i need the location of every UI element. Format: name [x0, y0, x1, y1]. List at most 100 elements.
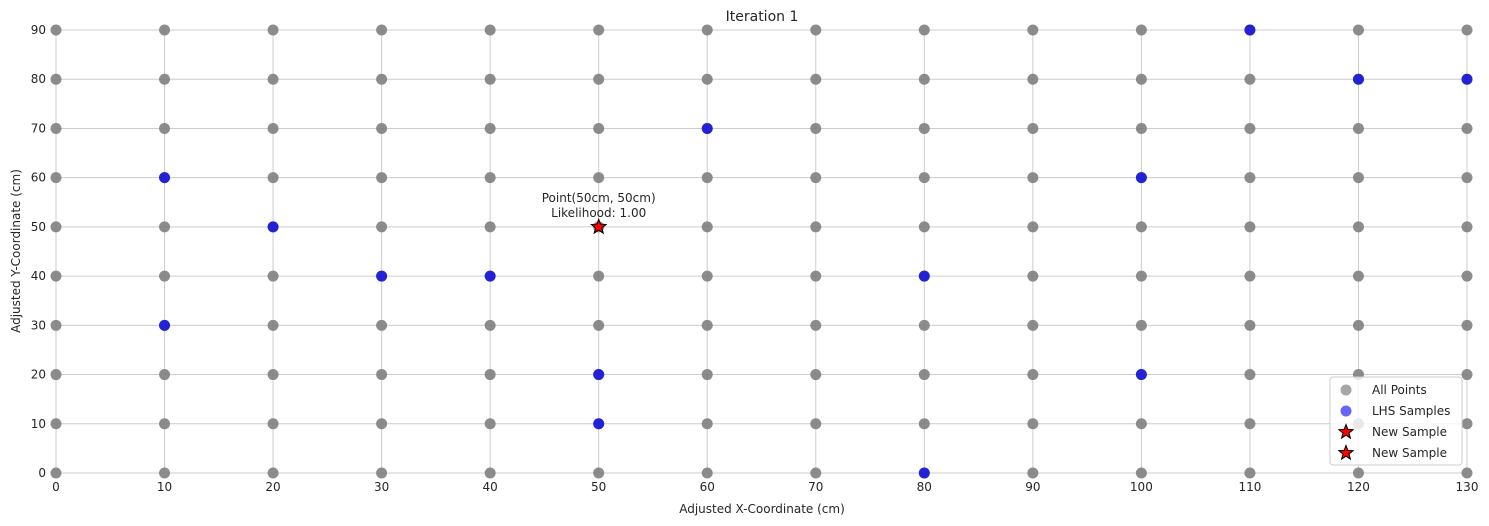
all-point [50, 73, 62, 85]
y-tick-label: 10 [31, 417, 46, 431]
all-point [1352, 319, 1364, 331]
all-point [593, 319, 605, 331]
lhs-sample-point [159, 172, 171, 184]
all-point [484, 122, 496, 134]
all-point [50, 467, 62, 479]
all-point [1027, 24, 1039, 36]
all-point [918, 418, 930, 430]
all-point [1352, 172, 1364, 184]
all-point [1461, 122, 1473, 134]
all-point [1135, 467, 1147, 479]
all-point [810, 319, 822, 331]
all-point [701, 418, 713, 430]
all-point [376, 467, 388, 479]
legend-label: LHS Samples [1372, 404, 1450, 418]
all-point [810, 270, 822, 282]
y-tick-label: 80 [31, 72, 46, 86]
legend-star-marker [1337, 444, 1355, 461]
lhs-sample-point [593, 369, 605, 381]
y-tick-labels: 0 10 20 30 40 50 60 70 80 90 [31, 23, 46, 480]
all-point [50, 319, 62, 331]
all-point [267, 73, 279, 85]
all-point [701, 172, 713, 184]
x-tick-label: 100 [1130, 480, 1153, 494]
x-tick-label: 90 [1025, 480, 1040, 494]
x-tick-labels: 0 10 20 30 40 50 60 70 80 90 100 110 120 130 [52, 480, 1478, 494]
x-tick-label: 40 [483, 480, 498, 494]
all-point [1352, 24, 1364, 36]
all-point [1244, 172, 1256, 184]
all-point [484, 418, 496, 430]
all-point [1244, 270, 1256, 282]
legend-circle-marker [1340, 405, 1352, 417]
x-axis-label: Adjusted X-Coordinate (cm) [679, 502, 845, 516]
x-tick-label: 20 [265, 480, 280, 494]
all-point [1135, 24, 1147, 36]
x-tick-label: 130 [1456, 480, 1479, 494]
all-point [1027, 221, 1039, 233]
all-point [376, 369, 388, 381]
all-point [159, 467, 171, 479]
all-point [1244, 221, 1256, 233]
all-point [159, 24, 171, 36]
lhs-sample-point [1352, 73, 1364, 85]
all-point [267, 172, 279, 184]
all-point [1461, 467, 1473, 479]
all-point [918, 24, 930, 36]
x-tick-label: 70 [808, 480, 823, 494]
legend-circle-marker [1340, 384, 1352, 396]
lhs-sample-point [1135, 172, 1147, 184]
all-point [1135, 221, 1147, 233]
all-point [50, 122, 62, 134]
all-point [701, 73, 713, 85]
all-point [50, 369, 62, 381]
all-point [484, 172, 496, 184]
x-tick-label: 10 [157, 480, 172, 494]
point-annotation: Point(50cm, 50cm) [542, 191, 656, 205]
all-point [1352, 467, 1364, 479]
all-point [50, 270, 62, 282]
all-point [1135, 418, 1147, 430]
all-point [267, 418, 279, 430]
all-point [701, 221, 713, 233]
all-point [1461, 172, 1473, 184]
all-point [593, 24, 605, 36]
all-point [376, 73, 388, 85]
all-point [267, 270, 279, 282]
all-point [484, 24, 496, 36]
lhs-sample-point [484, 270, 496, 282]
lhs-sample-point [701, 122, 713, 134]
x-tick-label: 80 [917, 480, 932, 494]
all-point [376, 172, 388, 184]
y-tick-label: 40 [31, 269, 46, 283]
all-point [1244, 122, 1256, 134]
all-point [1027, 319, 1039, 331]
all-point [376, 319, 388, 331]
all-point [1027, 467, 1039, 479]
all-point [1135, 122, 1147, 134]
legend: All Points LHS Samples New Sample New Sampl… [1329, 376, 1463, 466]
all-point [1461, 369, 1473, 381]
y-tick-label: 50 [31, 220, 46, 234]
x-tick-label: 0 [52, 480, 60, 494]
all-point [918, 319, 930, 331]
lhs-sample-point [1244, 24, 1256, 36]
all-point [918, 221, 930, 233]
all-point [701, 319, 713, 331]
chart-title: Iteration 1 [726, 9, 799, 25]
all-point [159, 73, 171, 85]
y-axis-label: Adjusted Y-Coordinate (cm) [9, 169, 23, 333]
all-point [810, 73, 822, 85]
all-point [1244, 467, 1256, 479]
all-point [918, 122, 930, 134]
lhs-sample-point [159, 319, 171, 331]
all-point [484, 467, 496, 479]
all-point [1027, 369, 1039, 381]
all-point [267, 369, 279, 381]
all-point [159, 270, 171, 282]
x-tick-label: 60 [700, 480, 715, 494]
all-point [918, 369, 930, 381]
all-point [810, 122, 822, 134]
all-point [484, 221, 496, 233]
